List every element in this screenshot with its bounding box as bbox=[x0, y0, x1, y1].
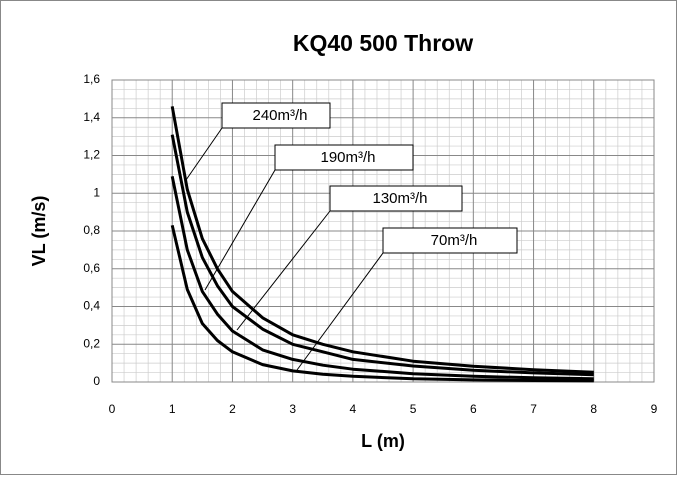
callout-label: 240m³/h bbox=[252, 107, 307, 124]
callout-box bbox=[221, 102, 331, 129]
y-tick-label: 1,4 bbox=[83, 110, 100, 124]
callout-leader bbox=[236, 210, 331, 331]
series-line bbox=[170, 134, 594, 377]
y-tick-label: 0,8 bbox=[83, 223, 100, 237]
x-tick-label: 7 bbox=[530, 402, 537, 416]
series-line bbox=[170, 106, 594, 374]
x-tick-label: 1 bbox=[169, 402, 176, 416]
x-tick-label: 5 bbox=[410, 402, 417, 416]
x-tick-label: 8 bbox=[590, 402, 597, 416]
x-tick-label: 6 bbox=[470, 402, 477, 416]
x-tick-label: 2 bbox=[229, 402, 236, 416]
callout-label: 130m³/h bbox=[372, 190, 427, 207]
y-tick-label: 0,2 bbox=[83, 336, 100, 350]
y-tick-label: 0,4 bbox=[83, 299, 100, 313]
y-tick-label: 1,2 bbox=[83, 148, 100, 162]
y-axis-label: VL (m/s) bbox=[29, 196, 49, 267]
x-tick-label: 4 bbox=[350, 402, 357, 416]
y-tick-label: 0,6 bbox=[83, 261, 100, 275]
callout-label: 70m³/h bbox=[431, 232, 478, 249]
callout-label: 190m³/h bbox=[320, 149, 375, 166]
y-tick-label: 0 bbox=[93, 374, 100, 388]
callout-leader bbox=[296, 252, 384, 371]
series-line bbox=[170, 224, 594, 383]
callout-box bbox=[274, 144, 414, 171]
x-tick-label: 3 bbox=[289, 402, 296, 416]
x-tick-label: 9 bbox=[651, 402, 658, 416]
callout-leader bbox=[185, 127, 223, 181]
series-line bbox=[170, 175, 594, 381]
plot-border bbox=[111, 79, 655, 383]
callout-leader bbox=[204, 169, 276, 291]
callout-box bbox=[382, 227, 518, 254]
y-tick-label: 1,6 bbox=[83, 72, 100, 86]
x-tick-label: 0 bbox=[109, 402, 116, 416]
x-axis-label: L (m) bbox=[361, 431, 405, 451]
callout-box bbox=[329, 185, 463, 212]
chart-title: KQ40 500 Throw bbox=[293, 30, 473, 56]
y-tick-label: 1 bbox=[93, 185, 100, 199]
